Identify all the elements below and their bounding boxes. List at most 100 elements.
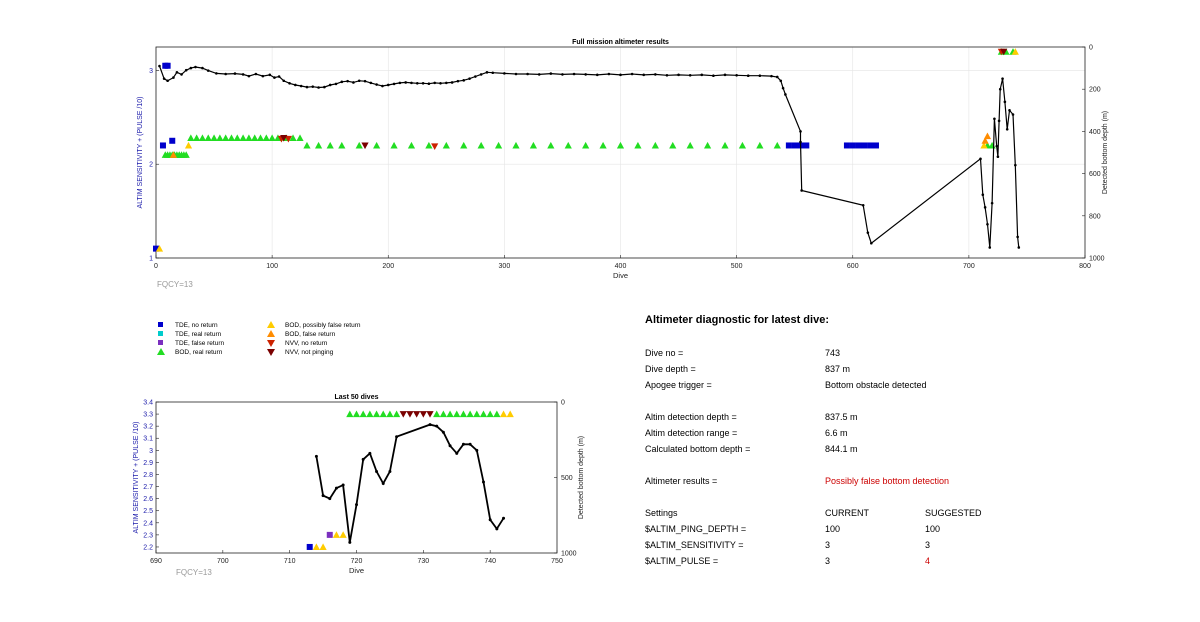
marker-square <box>867 142 874 149</box>
y-right-tick-label: 600 <box>1089 171 1101 178</box>
depth-point <box>514 72 518 76</box>
depth-point <box>340 80 344 84</box>
depth-point <box>779 79 783 83</box>
depth-point <box>475 448 479 452</box>
marker-triangle-up <box>442 141 450 149</box>
marker-triangle-up <box>512 141 520 149</box>
x-tick-label: 100 <box>266 263 278 270</box>
depth-point <box>375 469 379 473</box>
marker-triangle-up <box>446 410 454 418</box>
depth-point <box>990 201 994 205</box>
marker-square <box>843 142 850 149</box>
depth-point <box>348 540 352 544</box>
depth-point <box>995 144 999 148</box>
marker-triangle-up <box>314 141 323 149</box>
depth-point <box>435 424 439 428</box>
marker-triangle-up <box>634 141 642 149</box>
series-tde-false-return <box>326 531 333 538</box>
depth-point <box>607 72 611 76</box>
depth-point <box>273 76 276 79</box>
series-bod-possibly-false-return <box>312 410 514 550</box>
y-right-tick-label: 0 <box>561 400 565 407</box>
settings-header-row: Settings CURRENT SUGGESTED <box>645 508 1165 520</box>
depth-point <box>184 68 188 72</box>
triangle-down-red-icon <box>267 340 275 347</box>
marker-triangle-up <box>433 410 441 418</box>
depth-point <box>462 79 466 82</box>
marker-triangle-down <box>280 134 288 142</box>
depth-point <box>870 241 873 245</box>
sensitivity-label: $ALTIM_SENSITIVITY = <box>645 540 744 550</box>
legend-tde-no-return: TDE, no return <box>155 320 218 330</box>
apogee-value: Bottom obstacle detected <box>825 380 927 390</box>
marker-triangle-up <box>669 141 677 149</box>
depth-point <box>321 494 325 498</box>
depth-point <box>441 430 445 434</box>
x-tick-label: 720 <box>351 558 363 565</box>
marker-triangle-up <box>703 141 712 149</box>
depth-point <box>986 222 989 226</box>
marker-triangle-up <box>233 134 241 141</box>
depth-point <box>328 83 332 87</box>
depth-point <box>549 72 553 75</box>
marker-triangle-up <box>529 141 538 149</box>
x-tick-label: 300 <box>499 263 511 270</box>
depth-point <box>448 444 452 448</box>
depth-point <box>314 454 318 458</box>
sensitivity-current: 3 <box>825 540 831 550</box>
marker-triangle-up <box>262 134 270 141</box>
legend-bod-real-return: BOD, real return <box>155 347 222 357</box>
pulse-label: $ALTIM_PULSE = <box>645 556 719 566</box>
depth-point <box>268 73 272 77</box>
series-tde-no-return <box>306 543 313 550</box>
marker-triangle-down <box>361 142 369 150</box>
x-tick-label: 400 <box>615 263 627 270</box>
depth-point <box>595 73 599 77</box>
marker-triangle-up <box>326 141 334 149</box>
marker-triangle-up <box>204 134 212 141</box>
depth-point <box>369 81 373 85</box>
depth-point <box>1003 100 1007 104</box>
ping-depth-current: 100 <box>825 524 841 534</box>
marker-triangle-up <box>773 141 781 149</box>
y-left-tick-label: 2.9 <box>143 460 153 467</box>
series-detected-bottom-depth <box>314 423 506 544</box>
depth-point <box>572 72 576 76</box>
legend-label: NVV, no return <box>285 339 328 347</box>
marker-triangle-up <box>460 141 468 149</box>
chart-title: Full mission altimeter results <box>572 39 669 46</box>
marker-square <box>785 142 792 149</box>
depth-point <box>1008 109 1011 112</box>
marker-legend: TDE, no return TDE, real return TDE, fal… <box>155 320 475 364</box>
marker-triangle-up <box>756 141 764 149</box>
depth-point <box>735 73 738 77</box>
marker-square <box>849 142 856 149</box>
square-blue-icon <box>158 322 163 327</box>
depth-line <box>315 423 505 543</box>
depth-point <box>1014 163 1017 167</box>
depth-point <box>427 82 431 86</box>
depth-point <box>998 87 1002 91</box>
marker-triangle-up <box>988 141 996 149</box>
depth-point <box>305 85 309 89</box>
marker-triangle-up <box>256 134 265 141</box>
series-bod-possibly-false-return <box>155 48 1019 252</box>
marker-triangle-up <box>216 134 224 141</box>
x-axis-label: Dive <box>349 566 364 575</box>
depth-point <box>162 77 166 80</box>
detection-range-label: Altim detection range = <box>645 428 738 438</box>
depth-point <box>665 73 669 77</box>
depth-point <box>456 79 460 83</box>
depth-point <box>439 81 442 85</box>
depth-point <box>158 64 161 68</box>
series-nvv-no-return <box>277 48 1005 151</box>
depth-point <box>996 155 1000 159</box>
depth-point <box>584 73 587 76</box>
depth-point <box>770 74 773 78</box>
marker-triangle-down <box>399 411 407 418</box>
depth-point <box>491 71 495 75</box>
x-tick-label: 690 <box>150 558 162 565</box>
marker-triangle-up <box>169 151 178 158</box>
series-nvv-not-pinging <box>280 48 1008 150</box>
y-left-tick-label: 3.4 <box>143 400 153 407</box>
